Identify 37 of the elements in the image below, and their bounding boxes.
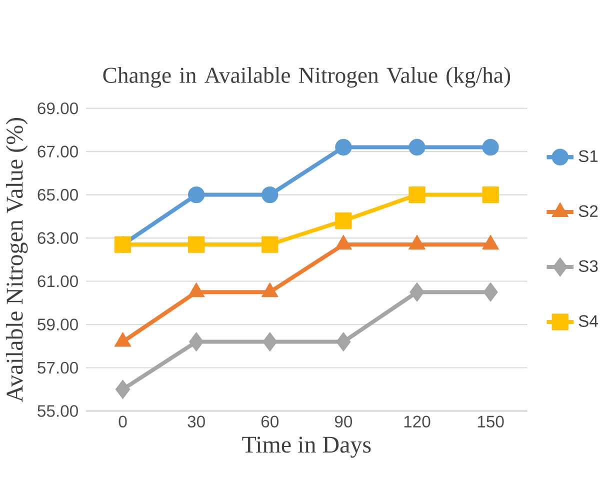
point <box>115 380 130 400</box>
legend-label: S3 <box>578 260 598 272</box>
y-tick-label: 57.00 <box>38 362 78 374</box>
x-tick-label: 90 <box>334 416 352 428</box>
point <box>482 186 499 204</box>
x-tick-label: 150 <box>478 416 504 428</box>
legend-label: S2 <box>578 205 598 218</box>
chart-title: Change in Available Nitrogen Value (kg/ha) <box>103 67 510 88</box>
point <box>482 138 499 156</box>
legend-label: S4 <box>578 315 598 327</box>
point <box>188 186 205 204</box>
y-tick-label: 67.00 <box>38 146 78 158</box>
point <box>483 282 498 302</box>
x-tick-label: 120 <box>404 416 430 428</box>
x-tick-label: 30 <box>188 416 205 428</box>
y-tick-label: 59.00 <box>38 318 78 330</box>
y-tick-label: 55.00 <box>38 405 78 417</box>
x-tick-label: 0 <box>118 416 127 428</box>
point <box>336 332 351 352</box>
point <box>335 212 352 230</box>
point <box>188 236 205 253</box>
point <box>262 186 278 204</box>
point <box>189 332 204 352</box>
y-tick-label: 61.00 <box>38 275 78 288</box>
y-tick-label: 69.00 <box>38 102 78 114</box>
y-axis-title: Available Nitrogen Value (%) <box>6 118 28 402</box>
y-tick-label: 65.00 <box>38 188 78 201</box>
point <box>335 138 352 156</box>
point <box>262 332 278 352</box>
y-tick-label: 63.00 <box>38 232 78 244</box>
point <box>410 282 424 302</box>
legend-label: S1 <box>578 150 598 162</box>
point <box>262 236 278 253</box>
x-tick-label: 60 <box>261 416 278 428</box>
point <box>408 138 426 156</box>
x-axis-title: Time in Days <box>242 436 371 458</box>
point <box>408 186 426 204</box>
